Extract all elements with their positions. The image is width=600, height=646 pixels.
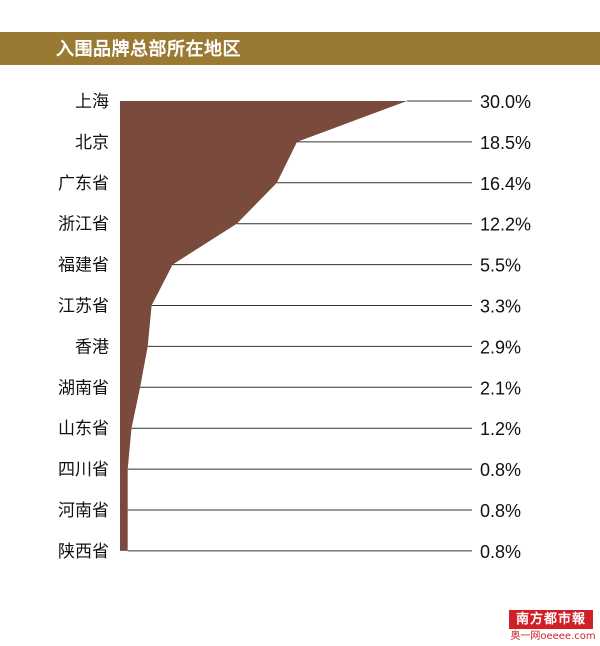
value-label: 12.2%	[480, 215, 531, 235]
area-series	[120, 101, 407, 551]
category-label: 湖南省	[58, 378, 109, 398]
value-label: 30.0%	[480, 92, 531, 112]
value-label: 0.8%	[480, 501, 521, 521]
category-label: 四川省	[58, 460, 109, 480]
category-label: 江苏省	[58, 297, 109, 317]
watermark-site: 奥一网oeeee.com	[510, 631, 596, 642]
title-bar	[0, 32, 600, 65]
value-label: 18.5%	[480, 133, 531, 153]
value-label: 2.1%	[480, 378, 521, 398]
category-label: 陕西省	[58, 542, 109, 562]
category-label: 福建省	[58, 256, 109, 276]
category-label: 北京	[75, 133, 109, 153]
value-label: 0.8%	[480, 542, 521, 562]
category-label: 河南省	[58, 501, 109, 521]
value-label: 2.9%	[480, 337, 521, 357]
value-label: 3.3%	[480, 297, 521, 317]
category-label: 山东省	[58, 419, 109, 439]
chart-title: 入围品牌总部所在地区	[56, 39, 241, 60]
value-label: 1.2%	[480, 419, 521, 439]
category-label: 上海	[75, 92, 109, 112]
category-label: 香港	[75, 337, 109, 357]
value-label: 5.5%	[480, 256, 521, 276]
category-label: 浙江省	[58, 215, 109, 235]
value-label: 0.8%	[480, 460, 521, 480]
category-label: 广东省	[58, 174, 109, 194]
watermark-logo: 南方都市報	[509, 610, 593, 629]
value-label: 16.4%	[480, 174, 531, 194]
